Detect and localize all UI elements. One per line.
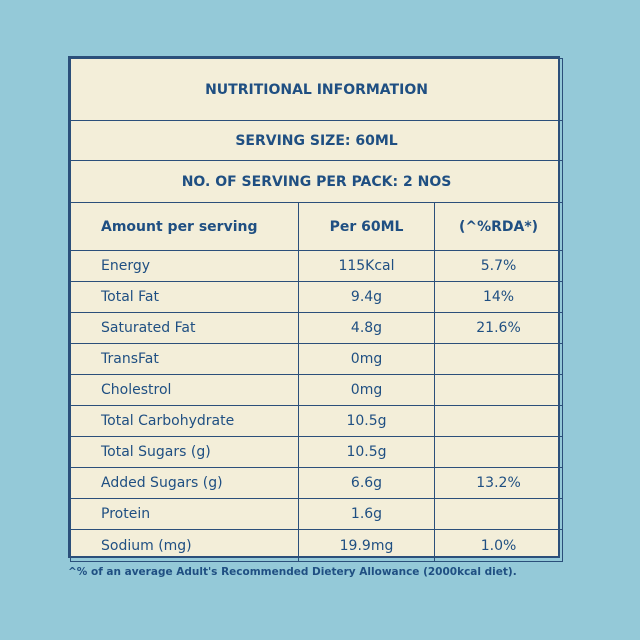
nutrient-amount: 0mg bbox=[298, 343, 435, 375]
nutrient-name: Added Sugars (g) bbox=[70, 467, 299, 499]
servings-per-pack: NO. OF SERVING PER PACK: 2 NOS bbox=[69, 160, 564, 203]
title-row: NUTRITIONAL INFORMATION bbox=[69, 58, 564, 121]
nutrient-amount: 6.6g bbox=[298, 467, 435, 499]
nutrient-amount: 9.4g bbox=[298, 281, 435, 313]
nutrition-table: NUTRITIONAL INFORMATION SERVING SIZE: 60… bbox=[69, 58, 564, 562]
nutrient-amount: 10.5g bbox=[298, 405, 435, 437]
table-row: Added Sugars (g) 6.6g 13.2% bbox=[70, 467, 564, 499]
nutrient-rda: 1.0% bbox=[433, 529, 564, 562]
table-row: Protein 1.6g bbox=[70, 498, 564, 530]
nutrient-rda bbox=[433, 436, 564, 468]
table-title: NUTRITIONAL INFORMATION bbox=[69, 58, 564, 121]
nutrient-amount: 19.9mg bbox=[298, 529, 435, 562]
nutrient-name: Saturated Fat bbox=[70, 312, 299, 344]
nutrient-name: Protein bbox=[70, 498, 299, 530]
nutrient-rda: 21.6% bbox=[433, 312, 564, 344]
serving-size: SERVING SIZE: 60ML bbox=[69, 120, 564, 161]
nutrient-amount: 10.5g bbox=[298, 436, 435, 468]
nutrient-name: Cholestrol bbox=[70, 374, 299, 406]
serving-size-row: SERVING SIZE: 60ML bbox=[69, 120, 564, 161]
nutrient-rda bbox=[433, 343, 564, 375]
table-row: Total Fat 9.4g 14% bbox=[70, 281, 564, 313]
column-header-per-serving: Per 60ML bbox=[298, 202, 435, 251]
rda-footnote: ^% of an average Adult's Recommended Die… bbox=[68, 566, 517, 578]
nutrient-rda: 13.2% bbox=[433, 467, 564, 499]
nutrient-rda bbox=[433, 374, 564, 406]
nutrient-name: Sodium (mg) bbox=[70, 529, 299, 562]
nutrient-amount: 0mg bbox=[298, 374, 435, 406]
table-row: Total Carbohydrate 10.5g bbox=[70, 405, 564, 437]
table-row: Cholestrol 0mg bbox=[70, 374, 564, 406]
nutrient-rda bbox=[433, 498, 564, 530]
nutrient-rda bbox=[433, 405, 564, 437]
nutrient-amount: 4.8g bbox=[298, 312, 435, 344]
nutrition-panel: NUTRITIONAL INFORMATION SERVING SIZE: 60… bbox=[68, 56, 564, 562]
nutrient-name: Total Fat bbox=[70, 281, 299, 313]
column-header-rda: (^%RDA*) bbox=[433, 202, 564, 251]
nutrient-name: Total Carbohydrate bbox=[70, 405, 299, 437]
nutrient-amount: 1.6g bbox=[298, 498, 435, 530]
nutrient-rda: 5.7% bbox=[433, 250, 564, 282]
table-row: Saturated Fat 4.8g 21.6% bbox=[70, 312, 564, 344]
table-row: Total Sugars (g) 10.5g bbox=[70, 436, 564, 468]
nutrient-amount: 115Kcal bbox=[298, 250, 435, 282]
nutrient-rda: 14% bbox=[433, 281, 564, 313]
column-header-row: Amount per serving Per 60ML (^%RDA*) bbox=[70, 202, 564, 251]
table-row: Sodium (mg) 19.9mg 1.0% bbox=[70, 529, 564, 562]
nutrient-name: Total Sugars (g) bbox=[70, 436, 299, 468]
column-header-nutrient: Amount per serving bbox=[70, 202, 299, 251]
servings-per-pack-row: NO. OF SERVING PER PACK: 2 NOS bbox=[69, 160, 564, 203]
nutrient-name: TransFat bbox=[70, 343, 299, 375]
nutrient-name: Energy bbox=[70, 250, 299, 282]
table-row: Energy 115Kcal 5.7% bbox=[70, 250, 564, 282]
table-row: TransFat 0mg bbox=[70, 343, 564, 375]
